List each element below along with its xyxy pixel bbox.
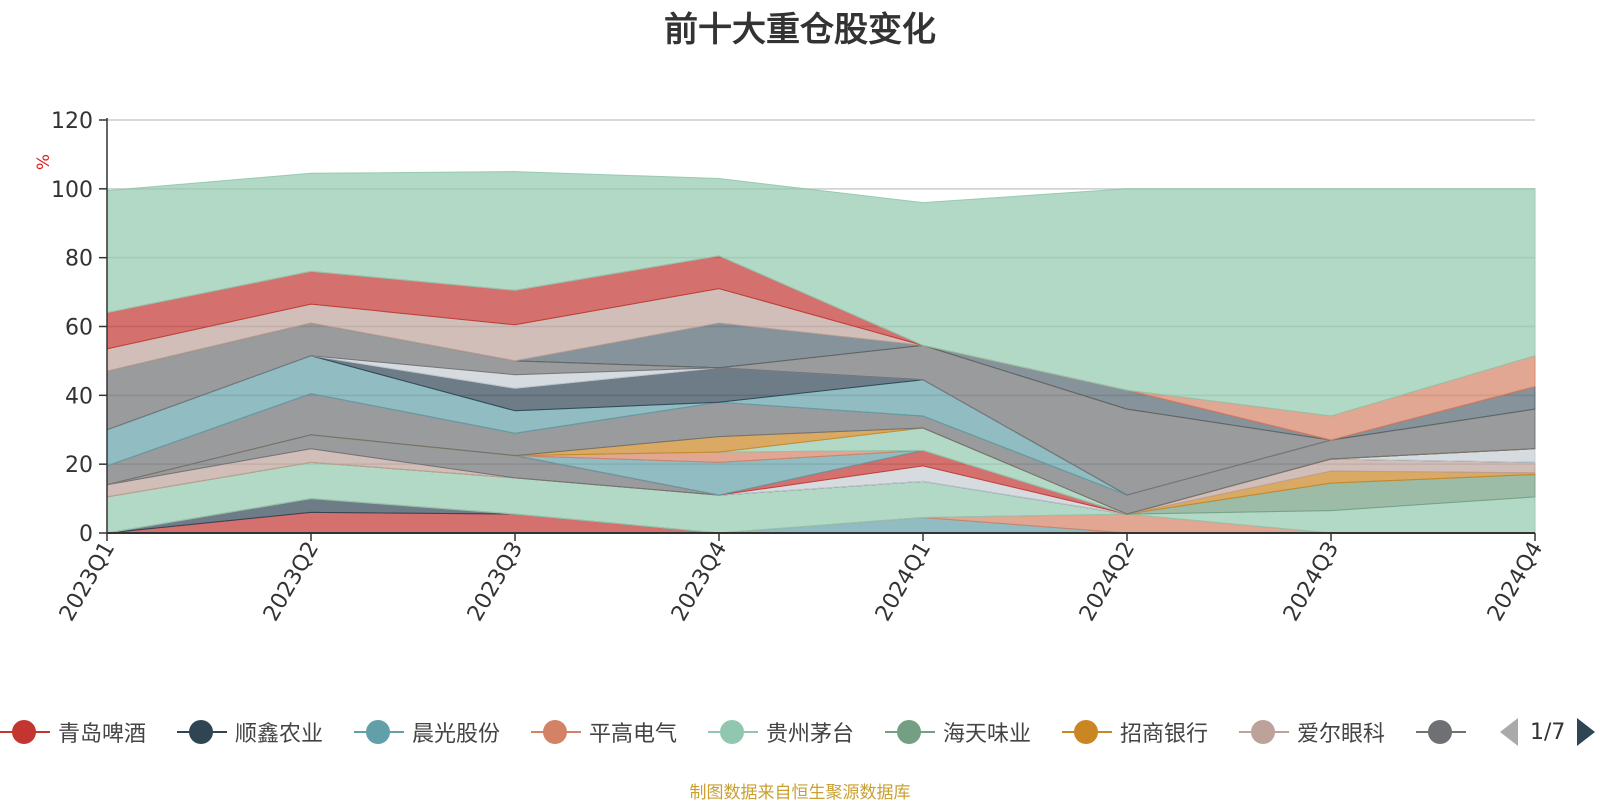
legend-item[interactable]: 爱尔眼科 xyxy=(1239,712,1385,752)
legend-marker-icon xyxy=(0,717,50,747)
y-axis-label: % xyxy=(34,154,54,170)
legend-next-page-icon[interactable] xyxy=(1577,718,1596,746)
legend-label: 平高电气 xyxy=(589,722,678,747)
x-tick-label: 2023Q3 xyxy=(463,538,528,626)
legend-label: 贵州茅台 xyxy=(766,722,855,747)
legend-marker-icon xyxy=(354,717,404,747)
legend-item[interactable]: 顺鑫农业 xyxy=(177,712,323,752)
x-tick-label: 2023Q4 xyxy=(667,538,732,626)
legend-marker-icon xyxy=(708,717,758,747)
legend-label: 爱尔眼科 xyxy=(1297,722,1386,747)
legend-marker-icon xyxy=(1239,717,1289,747)
legend-marker-icon xyxy=(885,717,935,747)
x-tick-label: 2023Q1 xyxy=(55,538,120,626)
legend-label: 晨光股份 xyxy=(412,722,501,747)
legend-label: 海天味业 xyxy=(943,722,1032,747)
x-tick-label: 2024Q4 xyxy=(1483,538,1548,626)
y-tick-label: 40 xyxy=(65,384,93,409)
x-tick-label: 2024Q2 xyxy=(1075,538,1140,626)
legend-item[interactable]: 平高电气 xyxy=(531,712,677,752)
x-tick-label: 2023Q2 xyxy=(259,538,324,626)
x-tick-label: 2024Q1 xyxy=(871,538,936,626)
legend-item[interactable]: 青岛啤酒 xyxy=(0,712,146,752)
legend-item[interactable]: 海天味业 xyxy=(885,712,1031,752)
y-tick-label: 60 xyxy=(65,316,93,341)
source-footnote: 制图数据来自恒生聚源数据库 xyxy=(689,783,911,803)
legend-prev-page-icon[interactable] xyxy=(1500,718,1518,746)
legend: 青岛啤酒 顺鑫农业 晨光股份 平高电气 贵州茅台 海天味业 招商银行 爱尔眼科 中国平安 1/7 xyxy=(0,712,1600,756)
legend-pager: 1/7 xyxy=(1500,712,1596,752)
y-tick-label: 120 xyxy=(51,109,93,134)
legend-marker-icon xyxy=(1062,717,1112,747)
legend-label: 青岛啤酒 xyxy=(58,722,147,747)
legend-item[interactable]: 中国平安 xyxy=(1416,712,1470,752)
y-tick-label: 0 xyxy=(79,522,93,547)
legend-item[interactable]: 晨光股份 xyxy=(354,712,500,752)
legend-label: 招商银行 xyxy=(1120,722,1209,747)
legend-marker-icon xyxy=(1416,717,1466,747)
area-series[interactable] xyxy=(106,171,1536,417)
x-tick-label: 2024Q3 xyxy=(1279,538,1344,626)
y-tick-label: 20 xyxy=(65,453,93,478)
chart-title: 前十大重仓股变化 xyxy=(664,10,936,50)
legend-marker-icon xyxy=(177,717,227,747)
y-tick-label: 80 xyxy=(65,247,93,272)
y-tick-label: 100 xyxy=(51,178,93,203)
legend-item[interactable]: 贵州茅台 xyxy=(708,712,854,752)
legend-page-indicator: 1/7 xyxy=(1530,719,1566,745)
chart-plot: 0 20 40 60 80 100 120% 2023Q1 2023Q2 2023Q3 2023Q4… xyxy=(34,109,1548,626)
legend-marker-icon xyxy=(531,717,581,747)
legend-label: 顺鑫农业 xyxy=(235,722,324,747)
legend-item[interactable]: 招商银行 xyxy=(1062,712,1208,752)
